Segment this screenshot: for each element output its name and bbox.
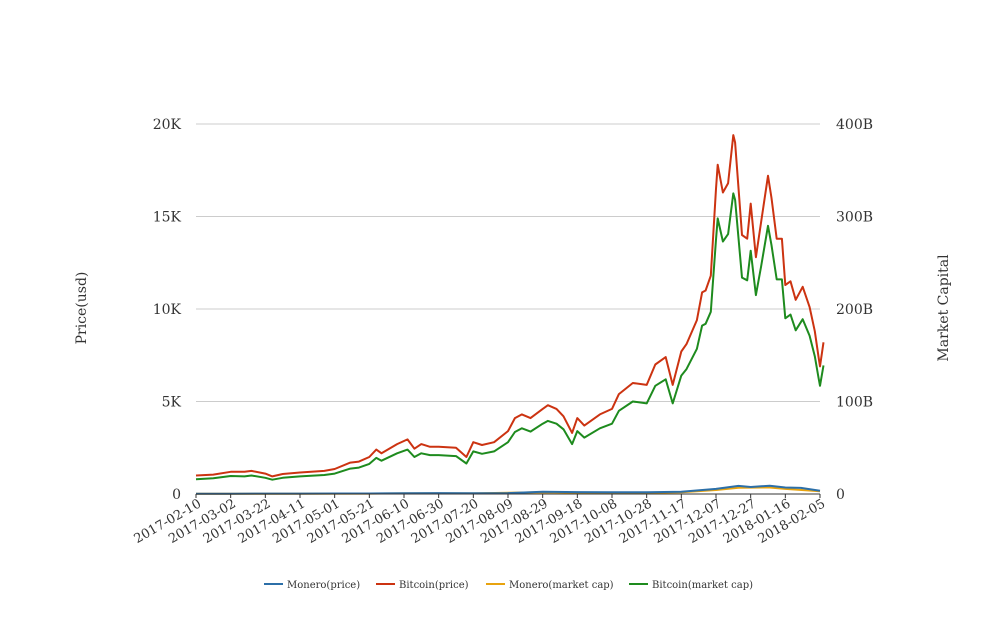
right-axis-title: Market Capital xyxy=(936,254,952,362)
legend-label: Bitcoin(market cap) xyxy=(652,580,753,591)
legend-label: Bitcoin(price) xyxy=(399,580,469,591)
left-y-tick: 5K xyxy=(162,395,182,411)
left-y-tick: 20K xyxy=(153,117,182,133)
series-line-bitcoin-price xyxy=(195,134,825,478)
legend-item: Bitcoin(market cap) xyxy=(629,580,753,591)
right-y-tick: 100B xyxy=(836,395,873,411)
series-lines xyxy=(195,134,825,495)
left-y-tick: 15K xyxy=(153,210,182,226)
legend-item: Monero(price) xyxy=(264,580,360,591)
left-axis-title: Price(usd) xyxy=(74,272,90,345)
left-y-tick: 10K xyxy=(153,302,182,318)
legend-item: Bitcoin(price) xyxy=(376,580,469,591)
legend-label: Monero(price) xyxy=(287,580,360,591)
right-y-tick: 400B xyxy=(836,117,873,133)
left-y-tick: 0 xyxy=(172,487,181,503)
series-line-bitcoin-market-cap xyxy=(195,192,825,481)
x-tick-labels: 2017-02-102017-03-022017-03-222017-04-11… xyxy=(132,494,828,547)
legend: Monero(price) Bitcoin(price) Monero(market… xyxy=(264,580,753,591)
legend-label: Monero(market cap) xyxy=(509,580,614,591)
right-y-tick-labels: 0 100B 200B 300B 400B xyxy=(836,117,873,503)
right-y-tick: 300B xyxy=(836,210,873,226)
grid-lines xyxy=(196,123,820,402)
right-y-tick: 0 xyxy=(836,487,845,503)
left-y-tick-labels: 0 5K 10K 15K 20K xyxy=(153,117,182,503)
legend-item: Monero(market cap) xyxy=(486,580,614,591)
right-y-tick: 200B xyxy=(836,302,873,318)
